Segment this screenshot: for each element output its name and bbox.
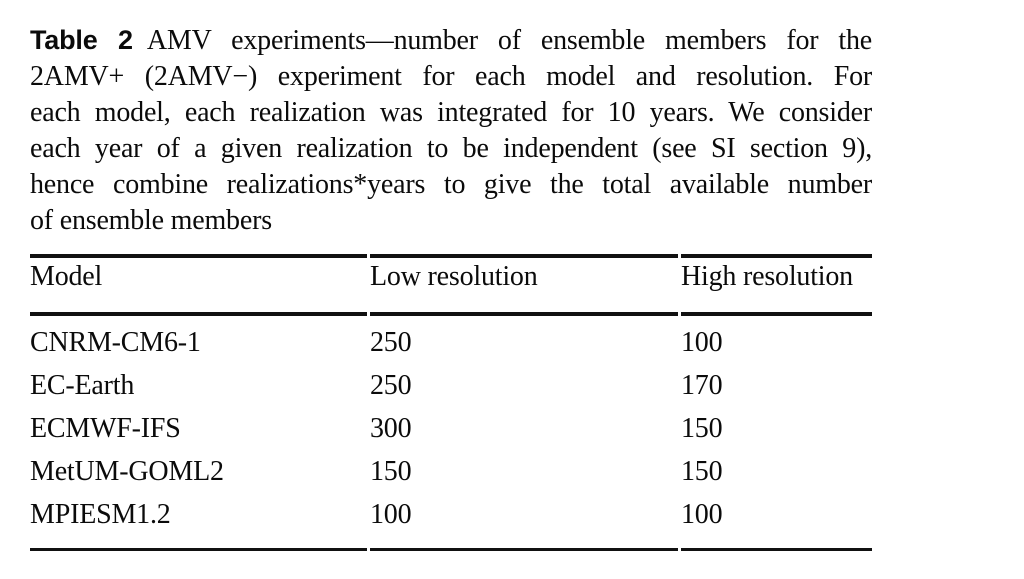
cell-high-resolution: 100 [681,327,723,358]
caption-line: each year of a given realization to be i… [30,133,872,164]
rule-segment [370,548,678,551]
table-top-rule [30,254,872,258]
cell-low-resolution: 300 [370,413,412,444]
column-header-model: Model [30,261,103,292]
cell-high-resolution: 150 [681,456,723,487]
table-row: CNRM-CM6-1 250 100 [30,321,872,364]
rule-segment [370,254,678,258]
table-caption-label: Table 2 [30,25,133,55]
table-body: CNRM-CM6-1 250 100 EC-Earth 250 170 ECMW… [30,316,872,548]
table-row: MPIESM1.2 100 100 [30,493,872,536]
caption-line: each model, each realization was integra… [30,97,872,128]
rule-segment [681,548,872,551]
cell-model: MPIESM1.2 [30,499,171,530]
column-header-high-resolution: High resolution [681,261,853,292]
rule-segment [370,312,678,316]
rule-segment [30,254,367,258]
cell-model: CNRM-CM6-1 [30,327,201,358]
cell-model: EC-Earth [30,370,135,401]
table-bottom-rule [30,548,872,551]
table-header-rule [30,312,872,316]
caption-line: Table 2 AMV experiments—number of ensembl… [30,22,872,59]
cell-high-resolution: 150 [681,413,723,444]
table-row: MetUM-GOML2 150 150 [30,450,872,493]
cell-high-resolution: 170 [681,370,723,401]
data-table: Model Low resolution High resolution CNR… [30,254,872,551]
rule-segment [30,548,367,551]
table-header-row: Model Low resolution High resolution [30,258,872,312]
cell-model: MetUM-GOML2 [30,456,224,487]
cell-low-resolution: 100 [370,499,412,530]
table-row: EC-Earth 250 170 [30,364,872,407]
cell-low-resolution: 250 [370,370,412,401]
table-block: Table 2 AMV experiments—number of ensembl… [30,0,872,551]
cell-low-resolution: 150 [370,456,412,487]
cell-low-resolution: 250 [370,327,412,358]
caption-line: of ensemble members [30,205,272,236]
cell-model: ECMWF-IFS [30,413,181,444]
caption-text: AMV experiments—number of ensemble membe… [146,25,872,56]
rule-segment [30,312,367,316]
table-row: ECMWF-IFS 300 150 [30,407,872,450]
rule-segment [681,312,872,316]
caption-line: hence combine realizations*years to give… [30,169,872,200]
cell-high-resolution: 100 [681,499,723,530]
rule-segment [681,254,872,258]
column-header-low-resolution: Low resolution [370,261,538,292]
table-caption: Table 2 AMV experiments—number of ensembl… [30,0,872,239]
caption-line: 2AMV+ (2AMV−) experiment for each model … [30,61,872,92]
